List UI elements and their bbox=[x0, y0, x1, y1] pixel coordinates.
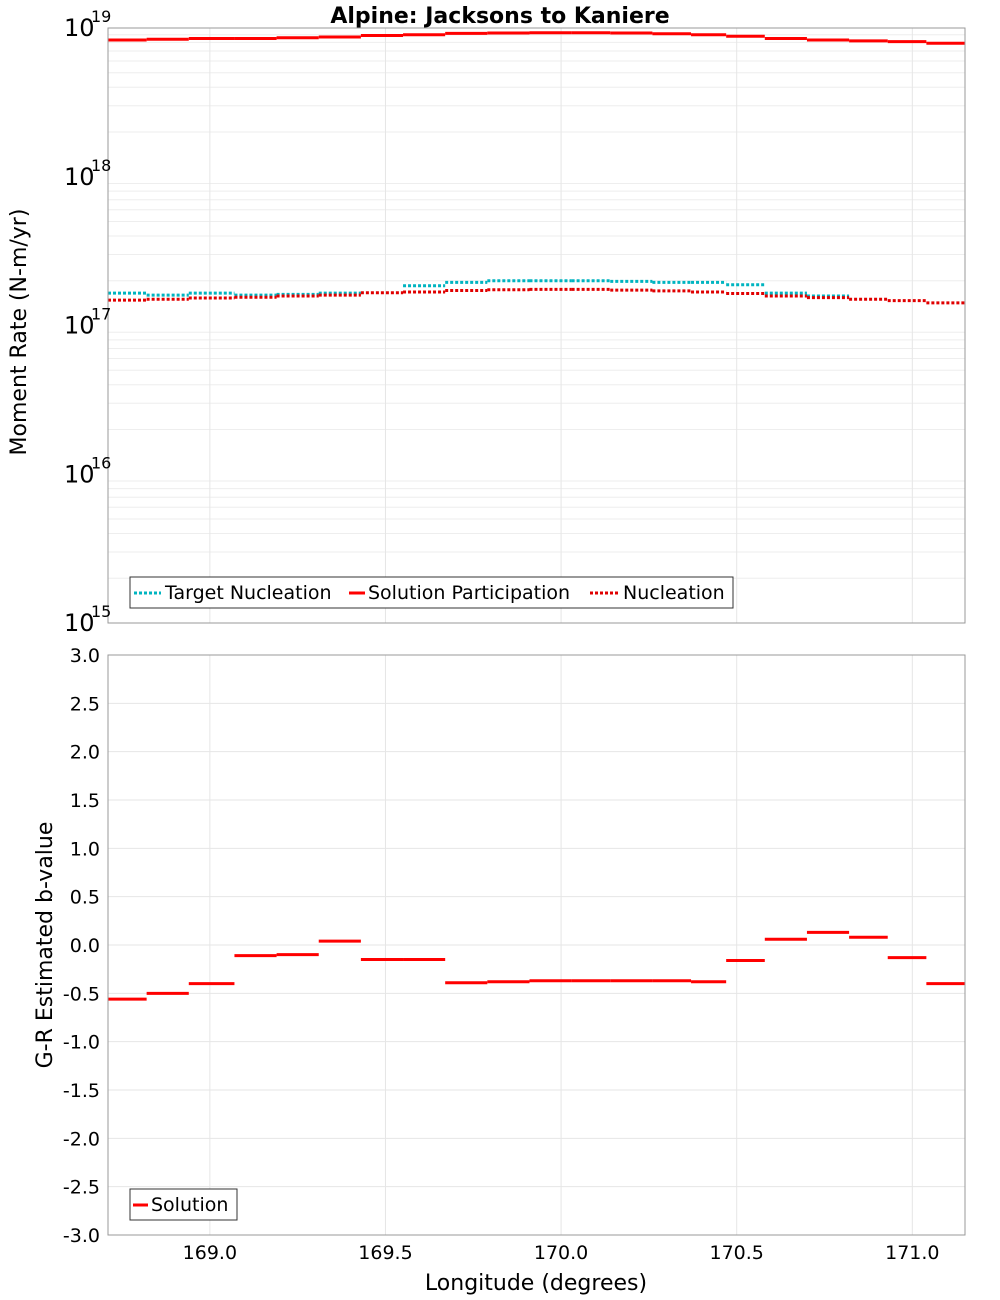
b-value-y-tick-label: -0.5 bbox=[63, 983, 100, 1005]
x-tick-label: 170.0 bbox=[534, 1242, 588, 1264]
b-value-series bbox=[108, 930, 965, 1001]
moment-y-label: Moment Rate (N-m/yr) bbox=[7, 209, 32, 456]
moment-y-tick-base: 10 bbox=[64, 14, 95, 42]
x-tick-label: 169.0 bbox=[183, 1242, 237, 1264]
b-value-y-tick-label: 1.5 bbox=[70, 790, 100, 812]
b-value-y-tick-label: 2.5 bbox=[70, 693, 100, 715]
b-value-y-tick-label: 0.5 bbox=[70, 887, 100, 909]
moment-legend: Target Nucleation Solution Participation… bbox=[129, 576, 734, 609]
x-tick-label: 170.5 bbox=[709, 1242, 763, 1264]
b-value-y-tick-label: 0.0 bbox=[70, 935, 100, 957]
b-value-y-tick-label: -3.0 bbox=[63, 1225, 100, 1247]
moment-y-tick-exponent: 16 bbox=[91, 453, 111, 472]
moment-series bbox=[108, 31, 965, 305]
legend-label-target-nucleation: Target Nucleation bbox=[164, 582, 332, 604]
b-value-y-tick-label: 3.0 bbox=[70, 645, 100, 667]
moment-plot-frame bbox=[107, 27, 966, 624]
x-axis-label: Longitude (degrees) bbox=[425, 1271, 647, 1296]
b-value-y-tick-label: 1.0 bbox=[70, 838, 100, 860]
x-tick-label: 171.0 bbox=[885, 1242, 939, 1264]
x-tick-label: 169.5 bbox=[358, 1242, 412, 1264]
b-value-legend: Solution bbox=[129, 1188, 238, 1221]
b-value-y-tick-label: -1.0 bbox=[63, 1032, 100, 1054]
moment-plot-background bbox=[108, 28, 965, 623]
moment-legend-box bbox=[129, 576, 734, 609]
moment-y-tick-base: 10 bbox=[64, 312, 95, 340]
b-value-y-tick-label: -1.5 bbox=[63, 1080, 100, 1102]
legend-label-nucleation: Nucleation bbox=[623, 582, 725, 604]
moment-grid bbox=[108, 28, 965, 623]
moment-y-tick-exponent: 19 bbox=[91, 7, 111, 26]
b-value-y-tick-label: -2.0 bbox=[63, 1128, 100, 1150]
chart-title: Alpine: Jacksons to Kaniere bbox=[330, 4, 669, 29]
b-value-y-ticks: -3.0 -2.5 -2.0 -1.5 -1.0 -0.5 0.0 0.5 1.0 1.5 2.0 2… bbox=[63, 645, 100, 1247]
b-value-panel: -3.0 -2.5 -2.0 -1.5 -1.0 -0.5 0.0 0.5 1.0 1.5 2.0 2… bbox=[33, 645, 966, 1296]
moment-y-tick-base: 10 bbox=[64, 163, 95, 191]
b-value-plot-frame bbox=[107, 654, 966, 1236]
moment-y-tick-exponent: 17 bbox=[91, 305, 111, 324]
b-value-y-tick-label: 2.0 bbox=[70, 742, 100, 764]
b-value-y-tick-label: -2.5 bbox=[63, 1177, 100, 1199]
legend-label-solution-participation: Solution Participation bbox=[368, 582, 570, 604]
b-value-y-label: G-R Estimated b-value bbox=[33, 822, 58, 1069]
moment-y-tick-base: 10 bbox=[64, 609, 95, 637]
moment-y-tick-base: 10 bbox=[64, 460, 95, 488]
b-value-x-ticks: 169.0 169.5 170.0 170.5 171.0 bbox=[183, 1242, 940, 1264]
moment-y-tick-exponent: 18 bbox=[91, 156, 111, 175]
legend-label-solution: Solution bbox=[151, 1194, 228, 1216]
moment-y-tick-exponent: 15 bbox=[91, 602, 111, 621]
